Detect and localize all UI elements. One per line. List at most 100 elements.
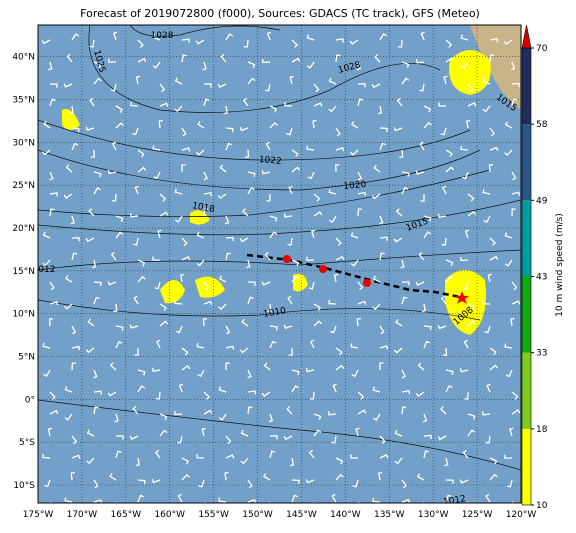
wind-barb — [291, 166, 301, 173]
colorbar-segment — [522, 48, 531, 125]
wind-barb — [397, 39, 403, 48]
y-tick-label: 0° — [25, 395, 35, 405]
wind-barb — [262, 58, 271, 64]
wind-barb — [87, 318, 95, 327]
wind-barb — [489, 38, 499, 43]
wind-barb — [461, 171, 469, 180]
wind-barb — [286, 406, 293, 415]
x-tick-label: 130°W — [418, 510, 449, 520]
wind-barb — [63, 83, 73, 88]
wind-barb — [151, 478, 161, 484]
wind-barb — [511, 409, 521, 415]
wind-barb — [41, 149, 51, 156]
wind-barb — [467, 83, 474, 93]
wind-barb — [509, 427, 514, 437]
wind-barb — [423, 215, 432, 222]
wind-barb — [225, 142, 233, 151]
wind-barb — [181, 347, 189, 356]
wind-barb — [511, 171, 517, 181]
wind-barb — [70, 472, 75, 481]
wind-barb — [309, 339, 315, 349]
wind-barb — [505, 369, 513, 378]
wind-barb — [335, 127, 341, 137]
wind-barb — [93, 406, 99, 415]
wind-barb — [463, 339, 469, 349]
wind-barb — [49, 192, 59, 197]
wind-barb — [401, 406, 407, 415]
wind-barb — [313, 303, 321, 311]
wind-barb — [241, 318, 249, 327]
wind-barb — [174, 188, 183, 195]
isobars — [38, 25, 521, 471]
wind-barb — [467, 102, 477, 107]
wind-barb — [291, 39, 298, 48]
wind-barb — [328, 105, 337, 113]
wind-barb — [415, 281, 425, 286]
wind-barb — [291, 57, 301, 63]
isobar-label: 1022 — [258, 155, 282, 167]
wind-barb — [113, 303, 118, 312]
wind-barb — [263, 362, 271, 371]
wind-barb — [350, 454, 358, 459]
wind-barb — [467, 210, 477, 217]
wind-barb — [115, 340, 123, 349]
wind-barb — [181, 127, 187, 137]
wind-barb — [328, 188, 337, 195]
wind-barb — [357, 281, 364, 291]
wind-barb — [328, 299, 337, 305]
wind-barb — [489, 127, 496, 137]
wind-barb — [462, 449, 469, 459]
wind-barb — [372, 413, 381, 421]
wind-barb — [423, 231, 432, 239]
wind-barb — [197, 369, 205, 378]
wind-barb — [269, 325, 278, 331]
wind-barb — [351, 369, 359, 378]
wind-barb — [240, 457, 249, 465]
wind-barb — [503, 39, 513, 46]
colorbar-label: 10 m wind speed (m/s) — [555, 213, 565, 317]
wind-barb — [329, 215, 337, 223]
wind-barb — [137, 39, 144, 48]
wind-barb — [111, 193, 117, 202]
wind-barb — [284, 102, 293, 107]
wind-barb — [93, 499, 103, 503]
colorbar-tick-label: 58 — [536, 120, 548, 130]
wind-barb — [510, 61, 516, 71]
wind-barb — [159, 211, 169, 217]
wind-barb — [482, 188, 491, 195]
wind-barb — [504, 149, 513, 156]
wind-barb — [49, 281, 55, 291]
wind-barb — [401, 369, 406, 379]
wind-barb — [357, 171, 363, 181]
wind-barb — [71, 325, 77, 335]
wind-barb — [71, 237, 80, 242]
wind-barb — [445, 166, 455, 173]
wind-barb — [395, 318, 403, 327]
wind-barb — [203, 391, 210, 400]
wind-barb — [42, 453, 51, 459]
wind-barb — [423, 325, 432, 331]
wind-barb — [269, 435, 278, 440]
wind-barb — [109, 472, 117, 481]
wind-barb — [379, 454, 389, 459]
colorbar-tick-label: 49 — [536, 196, 548, 206]
wind-barb — [129, 324, 139, 329]
wind-barb — [330, 325, 337, 334]
wind-barb — [379, 236, 388, 241]
wind-barb — [196, 342, 205, 349]
wind-barb — [203, 409, 213, 415]
wind-barb — [379, 127, 388, 133]
wind-barb — [93, 61, 102, 69]
wind-barb — [331, 435, 337, 444]
wind-barb — [335, 164, 340, 173]
colorbar-extend — [521, 24, 532, 49]
wind-barb — [116, 435, 124, 440]
wind-barb — [246, 259, 251, 269]
wind-barb — [484, 325, 491, 334]
wind-barb — [437, 435, 447, 441]
wind-barb — [460, 256, 469, 262]
wind-barb — [372, 497, 381, 503]
wind-barb — [291, 479, 300, 485]
x-tick-label: 120°W — [506, 510, 537, 520]
wind-barb — [306, 34, 315, 41]
